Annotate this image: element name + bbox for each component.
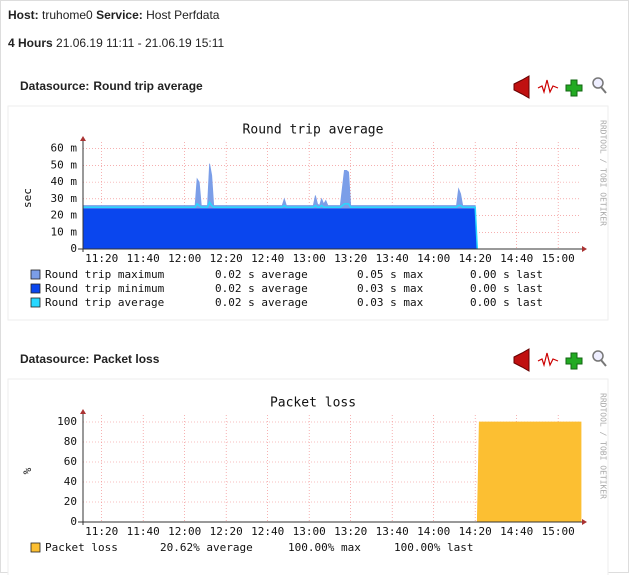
legend-stat: 100.00% last — [394, 541, 473, 554]
x-axis-arrow — [582, 246, 587, 252]
y-tick-label: 10 m — [51, 225, 78, 238]
x-tick-label: 12:00 — [168, 525, 201, 538]
x-tick-label: 14:40 — [500, 525, 533, 538]
datasource-label: Datasource: — [20, 79, 89, 93]
legend-swatch — [30, 283, 41, 294]
legend-swatch — [30, 269, 41, 280]
y-tick-label: 80 — [64, 435, 77, 448]
y-axis-label: % — [21, 467, 34, 474]
y-tick-label: 50 m — [51, 158, 78, 171]
legend-name: Round trip average — [45, 296, 164, 309]
legend-stat: 0.05 s max — [357, 268, 424, 281]
x-tick-label: 14:00 — [417, 252, 450, 265]
legend-stat: 0.03 s max — [357, 296, 424, 309]
x-tick-label: 15:00 — [542, 525, 575, 538]
x-tick-label: 13:00 — [293, 525, 326, 538]
legend-stat: 0.03 s max — [357, 282, 424, 295]
side-label: RRDTOOL / TOBI OETIKER — [599, 120, 608, 226]
y-tick-label: 0 — [70, 242, 77, 255]
graph-icon[interactable] — [537, 352, 559, 368]
legend-swatch — [30, 542, 41, 553]
x-tick-label: 13:00 — [293, 252, 326, 265]
datasource-name: Packet loss — [93, 352, 159, 366]
x-tick-label: 11:20 — [85, 252, 118, 265]
x-tick-label: 14:40 — [500, 252, 533, 265]
legend-stat: 0.02 s average — [215, 268, 308, 281]
x-tick-label: 15:00 — [542, 252, 575, 265]
x-tick-label: 13:40 — [376, 525, 409, 538]
datasource: Datasource: Packet loss — [20, 352, 160, 366]
alert-icon[interactable] — [513, 348, 530, 372]
legend-stat: 0.02 s average — [215, 296, 308, 309]
graph-title: Packet loss — [270, 396, 356, 411]
datasource-label: Datasource: — [20, 352, 89, 366]
period-line: 4 Hours 21.06.19 11:11 - 21.06.19 15:11 — [8, 36, 224, 50]
legend-name: Packet loss — [45, 541, 118, 554]
service-label: Service: — [96, 8, 143, 22]
period-label: 4 Hours — [8, 36, 53, 50]
x-tick-label: 11:40 — [127, 525, 160, 538]
legend-stat: 0.02 s average — [215, 282, 308, 295]
graph-title: Round trip average — [243, 123, 384, 138]
side-label: RRDTOOL / TOBI OETIKER — [599, 393, 608, 499]
host-line: Host: truhome0 Service: Host Perfdata — [8, 8, 220, 22]
service: Host Perfdata — [146, 8, 220, 22]
legend-stat: 0.00 s last — [470, 268, 543, 281]
host: truhome0 — [42, 8, 93, 22]
y-tick-label: 40 m — [51, 175, 78, 188]
series-area — [82, 208, 478, 250]
x-tick-label: 12:00 — [168, 252, 201, 265]
legend-stat: 0.00 s last — [470, 296, 543, 309]
y-tick-label: 60 — [64, 455, 77, 468]
legend-name: Round trip maximum — [45, 268, 165, 281]
datasource-name: Round trip average — [93, 79, 203, 93]
y-tick-label: 20 m — [51, 209, 78, 222]
zoom-icon[interactable] — [592, 350, 604, 362]
x-axis-arrow — [582, 519, 587, 525]
x-tick-label: 12:40 — [251, 525, 284, 538]
legend-stat: 0.00 s last — [470, 282, 543, 295]
x-tick-label: 12:20 — [210, 525, 243, 538]
y-tick-label: 100 — [57, 415, 77, 428]
period: 21.06.19 11:11 - 21.06.19 15:11 — [56, 36, 224, 50]
x-tick-label: 13:40 — [376, 252, 409, 265]
series-line — [83, 200, 479, 250]
y-axis-label: sec — [21, 188, 34, 208]
x-tick-label: 13:20 — [334, 525, 367, 538]
legend-swatch — [30, 297, 41, 308]
panel: Datasource: Packet loss Packet loss RRDTOOL… — [7, 348, 609, 575]
zoom-handle[interactable] — [600, 86, 607, 94]
zoom-icon[interactable] — [592, 77, 604, 89]
datasource: Datasource: Round trip average — [20, 79, 203, 93]
legend-stat: 100.00% max — [288, 541, 361, 554]
x-tick-label: 11:20 — [85, 525, 118, 538]
x-tick-label: 11:40 — [127, 252, 160, 265]
y-axis-arrow — [80, 136, 86, 141]
y-tick-label: 40 — [64, 475, 77, 488]
y-tick-label: 0 — [70, 515, 77, 528]
zoom-handle[interactable] — [600, 359, 607, 367]
graph-icon[interactable] — [537, 79, 559, 95]
x-tick-label: 14:20 — [459, 252, 492, 265]
add-icon[interactable] — [565, 79, 583, 97]
x-tick-label: 13:20 — [334, 252, 367, 265]
x-tick-label: 12:40 — [251, 252, 284, 265]
legend-stat: 20.62% average — [160, 541, 253, 554]
host-label: Host: — [8, 8, 39, 22]
y-tick-label: 20 — [64, 495, 77, 508]
add-icon[interactable] — [565, 352, 583, 370]
alert-icon[interactable] — [513, 75, 530, 99]
x-tick-label: 12:20 — [210, 252, 243, 265]
x-tick-label: 14:00 — [417, 525, 450, 538]
y-axis-arrow — [80, 409, 86, 414]
y-tick-label: 30 m — [51, 192, 78, 205]
legend-name: Round trip minimum — [45, 282, 165, 295]
x-tick-label: 14:20 — [459, 525, 492, 538]
y-tick-label: 60 m — [51, 142, 78, 155]
